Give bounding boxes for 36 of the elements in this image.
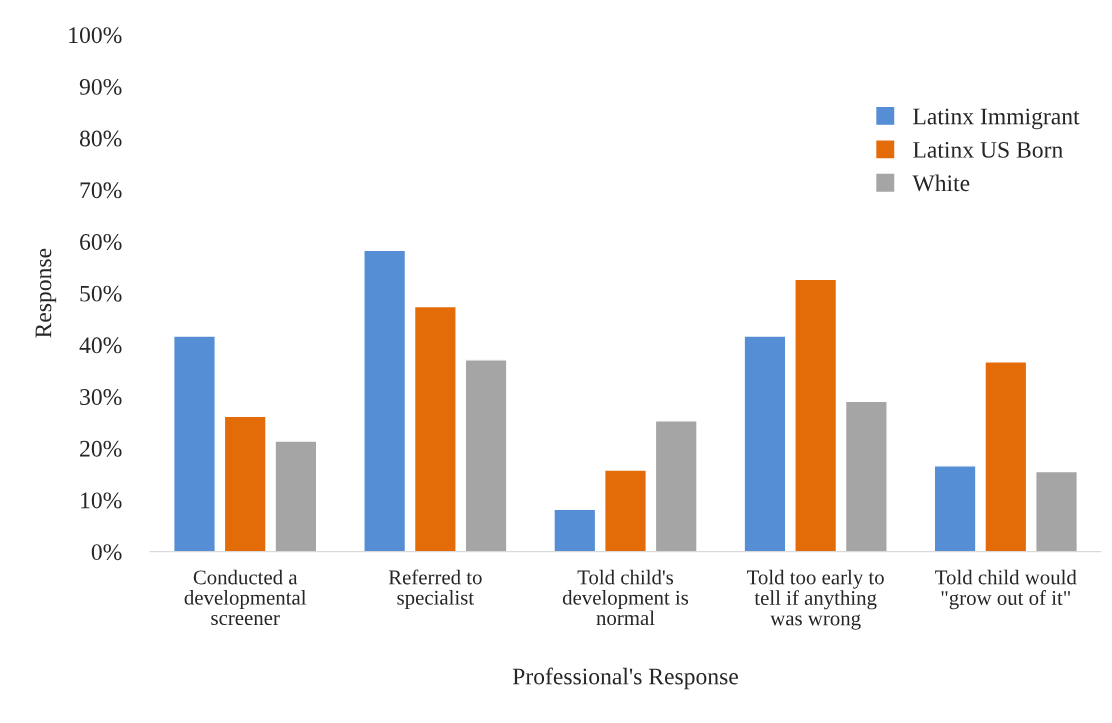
bar <box>553 508 597 552</box>
bar <box>984 361 1028 552</box>
bar <box>743 335 787 552</box>
legend-label: White <box>912 174 970 192</box>
y-tick-label: 40% <box>79 337 122 354</box>
bar <box>413 305 457 552</box>
y-axis-title: Response <box>35 248 57 338</box>
y-tick-label: 100% <box>69 27 122 44</box>
y-tick-label: 80% <box>79 130 122 147</box>
y-tick-label: 60% <box>80 233 122 250</box>
bar <box>363 249 407 552</box>
x-tick-label: Told child would "grow out of it" <box>935 569 1077 610</box>
y-tick-label: 70% <box>80 182 122 199</box>
x-axis-title: Professional's Response <box>512 667 738 690</box>
x-tick-label: Conducted a developmental screener <box>184 569 307 626</box>
bar <box>1035 470 1078 552</box>
bar <box>173 335 216 552</box>
y-tick-label: 50% <box>80 285 122 302</box>
bar <box>654 420 698 552</box>
bar <box>274 440 318 552</box>
y-tick-label: 30% <box>80 389 122 406</box>
x-tick-label: Told child's development is normal <box>562 569 689 626</box>
y-tick-label: 0% <box>91 544 122 561</box>
bar <box>794 278 838 552</box>
y-tick-label: 10% <box>81 492 122 509</box>
bar <box>464 359 508 552</box>
legend-label: Latinx Immigrant <box>913 108 1080 130</box>
bar <box>604 469 647 552</box>
bar <box>223 415 267 552</box>
bar <box>933 465 977 552</box>
y-tick-label: 90% <box>79 78 122 95</box>
bar <box>844 400 888 552</box>
x-tick-label: Referred to specialist <box>388 569 482 609</box>
y-tick-label: 20% <box>80 440 122 457</box>
legend-label: Latinx US Born <box>913 141 1063 158</box>
x-tick-label: Told too early to tell if anything was wrong <box>747 569 884 630</box>
